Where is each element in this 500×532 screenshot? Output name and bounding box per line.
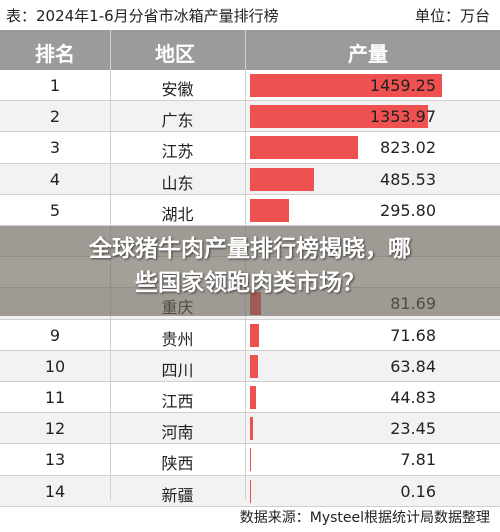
table-row: 2 广东 1353.97 [0, 101, 500, 133]
rank-cell: 3 [49, 138, 61, 158]
value-bar [250, 448, 252, 472]
headline-line-1: 全球猪牛肉产量排行榜揭晓，哪 [89, 236, 411, 262]
headline-overlay [0, 226, 500, 316]
table-title: 表：2024年1-6月分省市冰箱产量排行榜 [6, 7, 279, 25]
table-row: 5 湖北 295.80 [0, 195, 500, 226]
header-rank: 排名 [35, 42, 75, 66]
value-label: 7.81 [400, 450, 436, 470]
value-bar [250, 136, 359, 160]
value-label: 44.83 [390, 388, 436, 407]
value-label: 23.45 [390, 419, 436, 439]
rank-cell: 11 [44, 388, 66, 407]
value-label: 1353.97 [369, 107, 436, 127]
header-region: 地区 [155, 42, 195, 66]
value-label: 0.16 [400, 481, 436, 501]
table-row: 11 江西 44.83 [0, 382, 500, 414]
table-row: 13 陕西 7.81 [0, 444, 500, 476]
rank-cell: 12 [44, 419, 66, 439]
region-cell: 广东 [161, 111, 194, 131]
header-value: 产量 [348, 42, 388, 66]
rank-cell: 2 [49, 107, 61, 127]
value-label: 485.53 [380, 169, 436, 189]
table-row: 1 安徽 1459.25 [0, 70, 500, 102]
value-bar [250, 354, 259, 378]
rank-cell: 1 [49, 76, 61, 95]
value-bar [250, 198, 289, 222]
rank-cell: 5 [49, 200, 61, 220]
region-cell: 陕西 [161, 454, 194, 474]
value-label: 71.68 [390, 325, 436, 345]
region-cell: 安徽 [161, 80, 194, 99]
table-row: 3 江苏 823.02 [0, 132, 500, 164]
rank-cell: 14 [44, 481, 66, 501]
value-label: 1459.25 [369, 76, 436, 95]
value-label: 295.80 [380, 200, 436, 220]
value-bar [250, 167, 314, 191]
unit-label: 单位：万台 [414, 7, 490, 25]
value-bar [250, 386, 256, 409]
value-label: 823.02 [380, 138, 436, 158]
headline-line-2: 些国家领跑肉类市场？ [135, 270, 365, 296]
rank-cell: 9 [49, 325, 61, 345]
rank-cell: 10 [44, 356, 66, 376]
data-source: 数据来源：Mysteel根据统计局数据整理 [239, 510, 490, 526]
value-label: 63.84 [390, 356, 436, 376]
table-row: 14 新疆 0.16 [0, 475, 500, 507]
table-row: 12 河南 23.45 [0, 413, 500, 445]
region-cell: 四川 [161, 360, 194, 380]
rank-cell: 4 [49, 169, 61, 189]
rank-cell: 13 [44, 450, 66, 470]
value-bar [250, 74, 442, 97]
table-header: 排名 地区 产量 [0, 30, 500, 70]
value-bar [250, 417, 254, 441]
table-row: 10 四川 63.84 [0, 350, 500, 382]
value-bar [250, 105, 429, 129]
region-cell: 湖北 [161, 204, 194, 224]
headline-text: 全球猪牛肉产量排行榜揭晓，哪 些国家领跑肉类市场？ [0, 232, 500, 300]
region-cell: 山东 [161, 173, 194, 193]
table-row: 4 山东 485.53 [0, 163, 500, 195]
region-cell: 新疆 [161, 485, 194, 505]
value-bar [250, 479, 251, 503]
region-cell: 河南 [161, 423, 194, 443]
value-bar [250, 323, 260, 347]
region-cell: 江西 [161, 392, 194, 411]
region-cell: 江苏 [161, 142, 194, 162]
region-cell: 贵州 [161, 329, 194, 349]
table-row: 9 贵州 71.68 [0, 320, 500, 351]
table-caption: 表：2024年1-6月分省市冰箱产量排行榜 单位：万台 [0, 0, 500, 30]
